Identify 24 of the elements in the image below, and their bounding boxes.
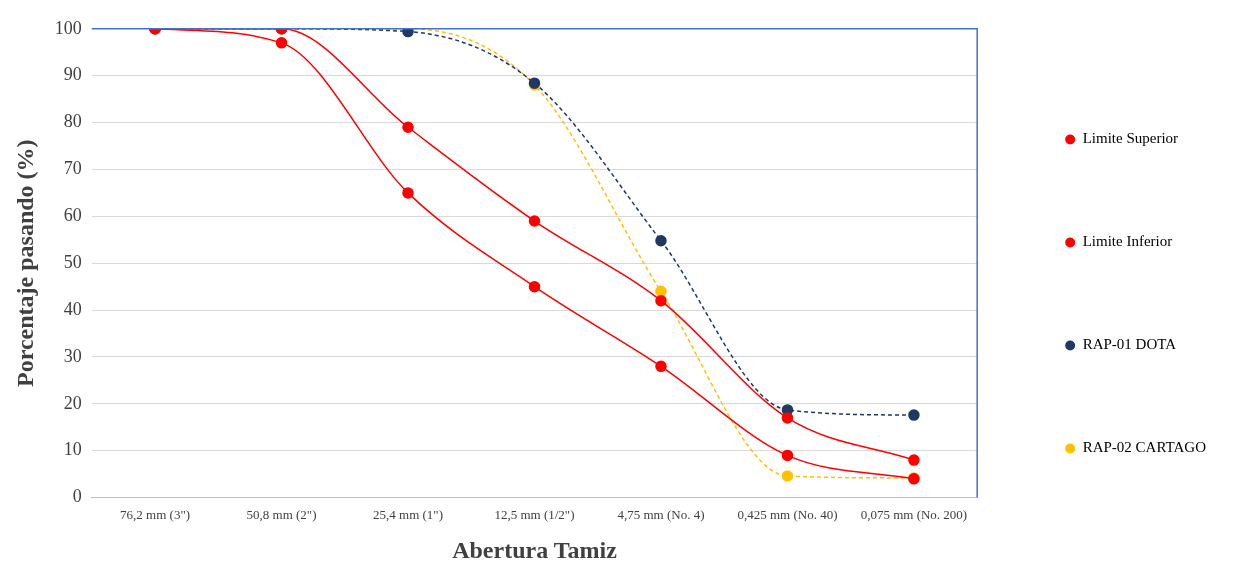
legend-label: Limite Superior — [1082, 130, 1179, 147]
y-tick-label: 60 — [63, 205, 82, 226]
x-tick-label: 12,5 mm (1/2") — [494, 506, 575, 522]
x-tick-label: 4,75 mm (No. 4) — [617, 506, 705, 522]
y-tick-label: 30 — [63, 345, 82, 366]
legend-label: Limite Inferior — [1082, 233, 1173, 250]
x-tick-label: 0,425 mm (No. 40) — [737, 506, 838, 522]
legend-label: RAP-01 DOTA — [1082, 336, 1177, 353]
y-tick-label: 100 — [54, 17, 82, 38]
legend-label: RAP-02 CARTAGO — [1082, 439, 1207, 456]
x-tick-label: 50,8 mm (2") — [246, 506, 317, 522]
x-tick-label: 0,075 mm (No. 200) — [860, 506, 968, 522]
y-tick-label: 80 — [63, 111, 82, 132]
y-tick-label: 20 — [63, 392, 82, 413]
y-tick-label: 40 — [63, 298, 82, 319]
x-axis-title: Abertura Tamiz — [452, 536, 618, 563]
y-tick-label: 70 — [63, 158, 82, 179]
x-tick-label: 25,4 mm (1") — [373, 506, 443, 522]
y-tick-label: 90 — [63, 64, 82, 85]
y-tick-label: 50 — [63, 251, 82, 272]
y-tick-label: 10 — [63, 439, 82, 460]
y-tick-label: 0 — [72, 486, 82, 507]
y-axis-title: Porcentaje pasando (%) — [11, 139, 38, 387]
x-tick-label: 76,2 mm (3") — [120, 506, 191, 522]
